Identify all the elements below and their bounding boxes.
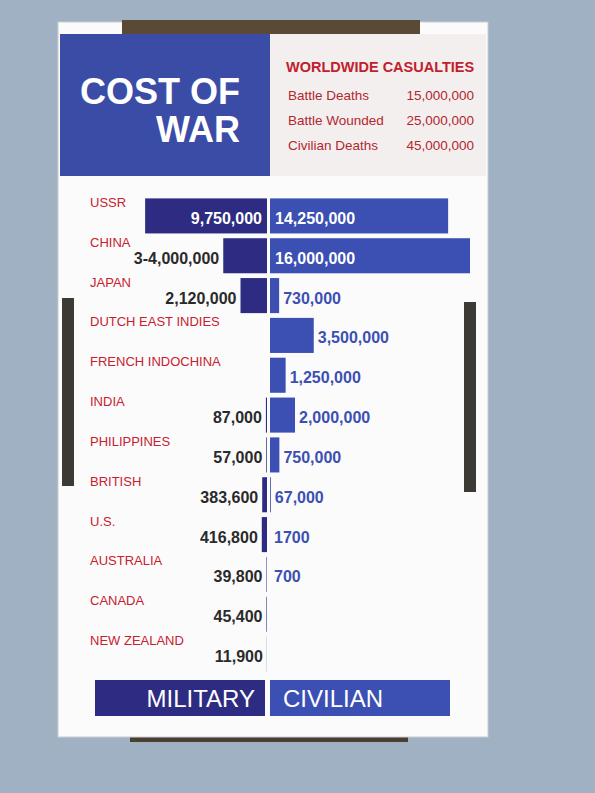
data-label: 383,600 bbox=[200, 489, 258, 506]
data-label: 39,800 bbox=[214, 568, 263, 585]
bar-civilian bbox=[270, 477, 272, 512]
data-label: 16,000,000 bbox=[275, 250, 355, 267]
legend-swatch bbox=[270, 680, 450, 716]
subtitle: WORLDWIDE CASUALTIES bbox=[286, 59, 475, 75]
top-bracket bbox=[122, 20, 420, 34]
wall bbox=[0, 0, 595, 793]
data-label: 2,000,000 bbox=[299, 409, 370, 426]
category-label: FRENCH INDOCHINA bbox=[90, 354, 221, 369]
category-label: USSR bbox=[90, 195, 126, 210]
category-label: CANADA bbox=[90, 593, 145, 608]
data-label: 3,500,000 bbox=[318, 329, 389, 346]
legend-swatch bbox=[95, 680, 265, 716]
data-label: 750,000 bbox=[283, 449, 341, 466]
left-clamp bbox=[62, 298, 74, 486]
data-label: 11,900 bbox=[215, 648, 263, 665]
bar-military bbox=[266, 557, 267, 592]
data-label: 700 bbox=[274, 568, 301, 585]
category-label: NEW ZEALAND bbox=[90, 633, 184, 648]
annotation-value: 15,000,000 bbox=[406, 88, 474, 103]
data-label: 1700 bbox=[274, 529, 310, 546]
data-label: 14,250,000 bbox=[275, 210, 355, 227]
panel bbox=[58, 22, 488, 737]
title: COST OFWAR bbox=[80, 71, 240, 150]
bar-military bbox=[241, 278, 268, 313]
category-label: BRITISH bbox=[90, 474, 141, 489]
data-label: 730,000 bbox=[283, 290, 341, 307]
category-label: INDIA bbox=[90, 394, 125, 409]
annotation-label: Civilian Deaths bbox=[288, 138, 378, 153]
right-clamp bbox=[464, 302, 476, 492]
bar-civilian bbox=[270, 278, 279, 313]
data-label: 87,000 bbox=[213, 409, 262, 426]
bar-military bbox=[145, 198, 267, 233]
summary-box bbox=[270, 34, 486, 176]
annotation-label: Battle Deaths bbox=[288, 88, 369, 103]
bar-military bbox=[266, 398, 267, 433]
data-label: 2,120,000 bbox=[165, 290, 236, 307]
bar-civilian bbox=[270, 198, 448, 233]
labels: USSR CHINA JAPAN DUTCH EAST INDIES FRENCH IN… bbox=[90, 195, 389, 665]
legend-label: MILITARY bbox=[147, 685, 255, 712]
data-label: 57,000 bbox=[213, 449, 262, 466]
data-label: 3-4,000,000 bbox=[134, 250, 220, 267]
bar-civilian bbox=[270, 238, 470, 273]
chart: COST OFWAR WORLDWIDE CASUALTIES Battle Dea… bbox=[0, 0, 595, 793]
bar-civilian bbox=[270, 557, 271, 592]
bar-military bbox=[266, 637, 267, 672]
category-label: CHINA bbox=[90, 235, 131, 250]
bar-civilian bbox=[270, 358, 286, 393]
legend-label: CIVILIAN bbox=[283, 685, 383, 712]
bar-civilian bbox=[270, 318, 314, 353]
category-label: JAPAN bbox=[90, 275, 131, 290]
bar-civilian bbox=[270, 437, 279, 472]
bar-military bbox=[266, 597, 268, 632]
bar-civilian bbox=[270, 517, 271, 552]
category-label: DUTCH EAST INDIES bbox=[90, 314, 220, 329]
bar-military bbox=[262, 517, 267, 552]
title-box bbox=[60, 34, 270, 176]
category-label: U.S. bbox=[90, 514, 115, 529]
annotation-label: Battle Wounded bbox=[288, 113, 384, 128]
bar-military bbox=[266, 437, 268, 472]
bar-military bbox=[223, 238, 267, 273]
legend: MILITARY CIVILIAN bbox=[95, 680, 450, 716]
bars bbox=[145, 198, 470, 671]
annotation-value: 25,000,000 bbox=[406, 113, 474, 128]
category-label: PHILIPPINES bbox=[90, 434, 171, 449]
data-label: 416,800 bbox=[200, 529, 258, 546]
data-label: 45,400 bbox=[213, 608, 262, 625]
data-label: 9,750,000 bbox=[191, 210, 262, 227]
bar-civilian bbox=[270, 398, 295, 433]
category-label: AUSTRALIA bbox=[90, 553, 163, 568]
bar-military bbox=[262, 477, 267, 512]
data-label: 67,000 bbox=[275, 489, 324, 506]
data-label: 1,250,000 bbox=[290, 369, 361, 386]
annotation-value: 45,000,000 bbox=[406, 138, 474, 153]
